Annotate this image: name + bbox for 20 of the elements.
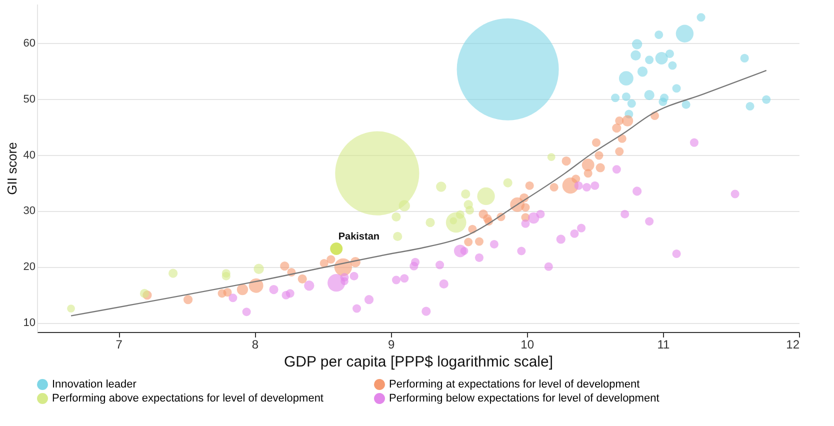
x-tick-label: 10 [520, 338, 534, 352]
y-tick-label: 50 [23, 93, 36, 106]
y-tick-label: 40 [23, 149, 36, 162]
legend-label: Performing at expectations for level of development [389, 378, 640, 391]
x-tick-label: 8 [252, 338, 259, 352]
y-tick-label: 30 [23, 205, 36, 218]
annotation: Pakistan [338, 232, 380, 243]
y-tick-label: 60 [23, 38, 36, 50]
y-tick-label: 10 [23, 317, 36, 329]
y-axis-title: GII score [4, 142, 20, 195]
legend-label: Innovation leader [52, 378, 137, 391]
x-tick-label: 11 [657, 338, 670, 352]
x-tick-label: 12 [786, 338, 800, 352]
legend-label: Performing below expectations for level of development [389, 392, 660, 404]
legend-label: Performing above expectations for level of development [52, 392, 324, 404]
y-tick-label: 20 [23, 261, 36, 274]
line-series [70, 70, 767, 316]
x-tick-label: 9 [388, 338, 395, 352]
x-tick-label: 7 [116, 338, 123, 352]
x-axis-title: GDP per capita [PPP$ logarithmic scale] [284, 354, 554, 370]
